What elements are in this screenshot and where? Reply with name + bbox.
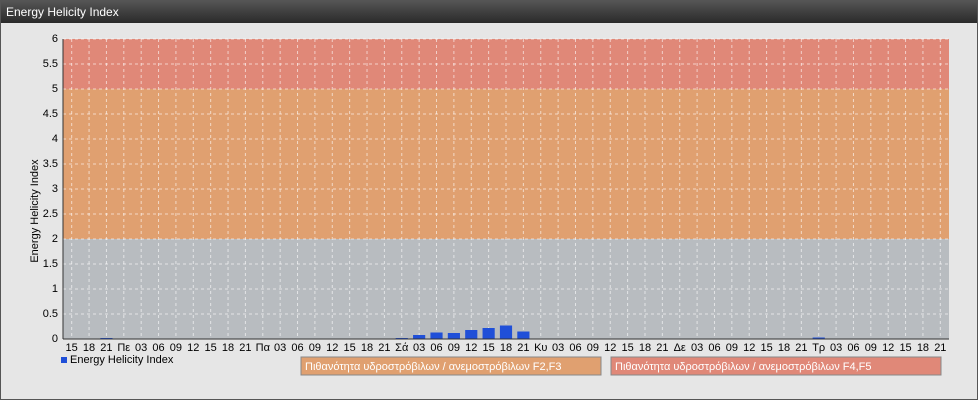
x-tick-label: 21 (656, 342, 668, 354)
bar (499, 325, 513, 339)
x-tick-label: 21 (517, 342, 529, 354)
x-tick-label: 09 (726, 342, 738, 354)
x-tick-label: Τρ (812, 342, 825, 354)
bar (430, 332, 443, 339)
x-tick-label: 18 (639, 342, 651, 354)
y-tick-label: 6 (52, 33, 58, 45)
band-legend-label: Πιθανότητα υδροστρόβιλων / ανεμοστρόβιλω… (615, 361, 872, 373)
x-tick-label: 06 (291, 342, 303, 354)
y-tick-label: 2 (52, 233, 58, 245)
x-tick-label: 12 (326, 342, 338, 354)
y-tick-label: 4.5 (43, 108, 58, 120)
bar (812, 337, 825, 339)
bar (482, 328, 495, 339)
x-tick-label: 03 (274, 342, 286, 354)
x-tick-label: 18 (778, 342, 790, 354)
y-tick-label: 5 (52, 83, 58, 95)
x-tick-label: 12 (604, 342, 616, 354)
x-tick-label: 18 (83, 342, 95, 354)
x-tick-label: 18 (500, 342, 512, 354)
legend-marker (61, 357, 67, 363)
x-tick-label: 09 (170, 342, 182, 354)
bar (413, 335, 426, 339)
x-tick-label: 12 (187, 342, 199, 354)
y-tick-label: 1.5 (43, 258, 58, 270)
x-tick-label: 18 (361, 342, 373, 354)
band-legend-label: Πιθανότητα υδροστρόβιλων / ανεμοστρόβιλω… (305, 361, 562, 373)
y-tick-label: 3 (52, 183, 58, 195)
band-legend-box (300, 356, 602, 376)
band-legend-box (610, 356, 942, 376)
header-title: Energy Helicity Index (1, 1, 977, 23)
x-tick-label: 12 (882, 342, 894, 354)
y-tick-label: 0 (52, 333, 58, 345)
x-tick-label: Δε (674, 342, 686, 354)
x-tick-label: 09 (865, 342, 877, 354)
x-tick-label: 03 (552, 342, 564, 354)
x-tick-label: 03 (413, 342, 425, 354)
x-tick-label: Κυ (534, 342, 547, 354)
y-tick-label: 3.5 (43, 158, 58, 170)
x-tick-label: 03 (830, 342, 842, 354)
x-tick-label: 12 (465, 342, 477, 354)
legend-label: Energy Helicity Index (70, 354, 174, 366)
x-tick-label: 06 (847, 342, 859, 354)
bar (517, 331, 530, 339)
x-tick-label: 09 (448, 342, 460, 354)
x-tick-label: Σά (395, 342, 409, 354)
x-tick-label: 18 (917, 342, 929, 354)
bar (465, 330, 478, 339)
y-tick-label: 4 (52, 133, 58, 145)
x-tick-label: 03 (691, 342, 703, 354)
x-tick-label: 15 (205, 342, 217, 354)
x-tick-label: 21 (100, 342, 112, 354)
x-tick-label: 15 (483, 342, 495, 354)
y-axis-label: Energy Helicity Index (29, 159, 41, 263)
x-tick-label: 21 (378, 342, 390, 354)
x-tick-label: 15 (621, 342, 633, 354)
x-tick-label: 06 (152, 342, 164, 354)
x-tick-label: 21 (239, 342, 251, 354)
x-tick-label: 21 (934, 342, 946, 354)
x-tick-label: 09 (587, 342, 599, 354)
x-tick-label: 15 (760, 342, 772, 354)
x-tick-label: Πε (117, 342, 130, 354)
y-tick-label: 0.5 (43, 308, 58, 320)
x-tick-label: 03 (135, 342, 147, 354)
y-tick-label: 2.5 (43, 208, 58, 220)
x-tick-label: 06 (430, 342, 442, 354)
x-tick-label: 15 (344, 342, 356, 354)
x-tick-label: 09 (309, 342, 321, 354)
x-tick-label: 15 (66, 342, 78, 354)
y-tick-label: 1 (52, 283, 58, 295)
x-tick-label: 06 (569, 342, 581, 354)
x-tick-label: 18 (222, 342, 234, 354)
x-tick-label: Πα (256, 342, 271, 354)
y-tick-label: 5.5 (43, 58, 58, 70)
bar (447, 333, 460, 339)
x-tick-label: 06 (708, 342, 720, 354)
x-tick-label: 21 (795, 342, 807, 354)
x-tick-label: 15 (899, 342, 911, 354)
x-tick-label: 12 (743, 342, 755, 354)
